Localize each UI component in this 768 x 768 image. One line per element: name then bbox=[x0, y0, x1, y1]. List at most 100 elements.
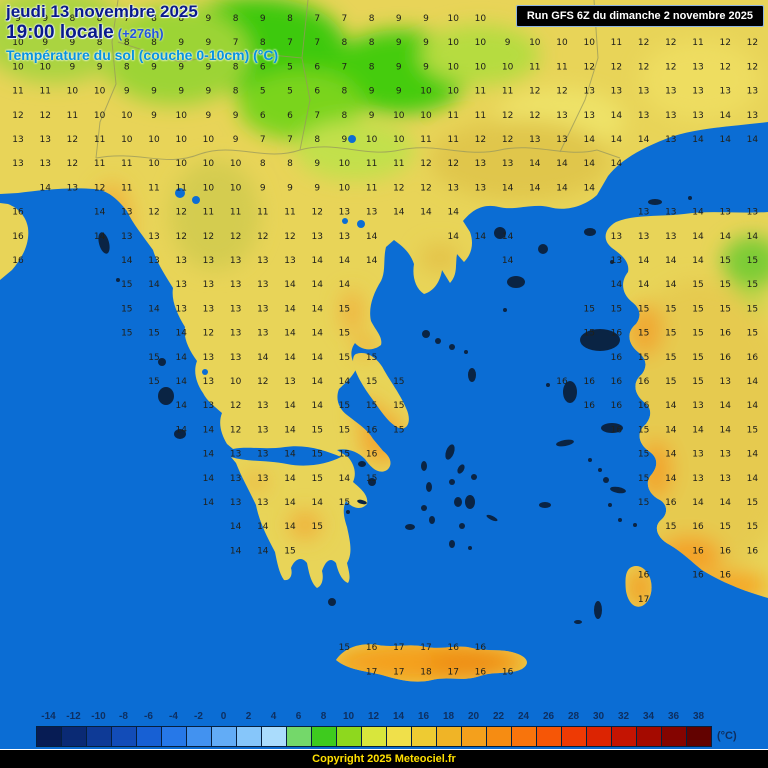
temp-value: 11 bbox=[121, 159, 132, 169]
temp-value: 10 bbox=[583, 38, 595, 48]
temp-value: 13 bbox=[257, 450, 268, 460]
scale-cell bbox=[237, 727, 262, 746]
temp-value: 5 bbox=[260, 87, 266, 97]
scale-cell bbox=[262, 727, 287, 746]
temp-value: 16 bbox=[475, 643, 487, 653]
temp-value: 9 bbox=[206, 14, 212, 24]
temp-value: 6 bbox=[314, 62, 320, 72]
temp-value: 10 bbox=[12, 62, 24, 72]
temp-value: 12 bbox=[67, 135, 78, 145]
temp-value: 10 bbox=[203, 183, 215, 193]
temperature-shading bbox=[0, 0, 768, 682]
temp-value: 15 bbox=[611, 304, 622, 314]
temp-value: 9 bbox=[396, 14, 402, 24]
temp-value: 16 bbox=[638, 401, 650, 411]
temp-value: 9 bbox=[206, 87, 212, 97]
temp-value: 14 bbox=[583, 183, 595, 193]
scale-tick-label: -2 bbox=[194, 711, 203, 722]
temp-value: 16 bbox=[611, 329, 623, 339]
temp-value: 13 bbox=[692, 111, 703, 121]
scale-tick-label: -8 bbox=[119, 711, 128, 722]
temp-value: 13 bbox=[203, 353, 214, 363]
temp-value: 14 bbox=[203, 474, 215, 484]
temp-value: 14 bbox=[175, 353, 187, 363]
temp-value: 15 bbox=[665, 377, 676, 387]
temp-value: 10 bbox=[447, 14, 459, 24]
temp-value: 17 bbox=[393, 643, 404, 653]
temp-value: 9 bbox=[206, 111, 212, 121]
temp-value: 16 bbox=[638, 377, 650, 387]
temp-value: 15 bbox=[638, 474, 649, 484]
temp-value: 13 bbox=[311, 232, 322, 242]
temp-value: 8 bbox=[369, 38, 375, 48]
scale-tick-label: 30 bbox=[592, 711, 605, 722]
temp-value: 11 bbox=[284, 208, 295, 218]
temp-value: 14 bbox=[366, 232, 378, 242]
temp-value: 11 bbox=[366, 159, 377, 169]
temperature-values: 9 9 8 8 7 8 8 9 8 9 8 7 7 8 9 9 10 10 10 9 9 8 8 8 9 9 7 8 7 7 8 8 9 9 10 1… bbox=[12, 14, 758, 677]
scale-tick-label: -6 bbox=[144, 711, 153, 722]
temp-value: 15 bbox=[747, 425, 758, 435]
temp-value: 14 bbox=[203, 498, 215, 508]
temp-value: 15 bbox=[747, 280, 758, 290]
temp-value: 14 bbox=[719, 232, 731, 242]
temp-value: 14 bbox=[665, 280, 677, 290]
temp-value: 11 bbox=[692, 38, 703, 48]
temp-value: 15 bbox=[393, 401, 404, 411]
temp-value: 10 bbox=[447, 87, 459, 97]
temp-value: 14 bbox=[475, 232, 487, 242]
temp-value: 12 bbox=[665, 38, 676, 48]
temp-value: 12 bbox=[719, 38, 730, 48]
temp-value: 13 bbox=[747, 87, 758, 97]
temp-value: 14 bbox=[638, 280, 650, 290]
temp-value: 13 bbox=[583, 87, 594, 97]
temp-value: 8 bbox=[124, 38, 130, 48]
temp-value: 12 bbox=[447, 159, 458, 169]
temp-value: 8 bbox=[342, 87, 348, 97]
temp-value: 14 bbox=[529, 159, 541, 169]
scale-cell bbox=[387, 727, 412, 746]
temp-value: 14 bbox=[747, 135, 759, 145]
temp-value: 10 bbox=[230, 183, 242, 193]
temp-value: 16 bbox=[611, 377, 623, 387]
temp-value: 15 bbox=[747, 498, 758, 508]
temp-value: 12 bbox=[175, 232, 186, 242]
temp-value: 15 bbox=[339, 353, 350, 363]
temp-value: 14 bbox=[502, 183, 514, 193]
temp-value: 13 bbox=[39, 159, 50, 169]
temp-value: 14 bbox=[339, 377, 351, 387]
temp-value: 15 bbox=[121, 329, 132, 339]
temp-value: 6 bbox=[260, 62, 266, 72]
temp-value: 15 bbox=[393, 377, 404, 387]
temp-value: 14 bbox=[611, 280, 623, 290]
temp-value: 13 bbox=[556, 111, 567, 121]
temp-value: 11 bbox=[148, 183, 159, 193]
temp-value: 10 bbox=[366, 135, 378, 145]
temp-value: 12 bbox=[393, 183, 404, 193]
lakes bbox=[175, 135, 365, 375]
temp-value: 12 bbox=[529, 111, 540, 121]
temp-value: 15 bbox=[121, 280, 132, 290]
temp-value: 15 bbox=[692, 280, 703, 290]
temp-value: 10 bbox=[94, 87, 106, 97]
temp-value: 8 bbox=[314, 135, 320, 145]
temp-value: 6 bbox=[314, 87, 320, 97]
temp-value: 13 bbox=[257, 280, 268, 290]
temp-value: 12 bbox=[12, 111, 23, 121]
temp-value: 13 bbox=[611, 232, 622, 242]
temp-value: 13 bbox=[529, 135, 540, 145]
temp-value: 9 bbox=[151, 87, 157, 97]
temp-value: 9 bbox=[151, 111, 157, 121]
scale-tick-label: 34 bbox=[642, 711, 655, 722]
temp-value: 9 bbox=[233, 135, 239, 145]
temp-value: 16 bbox=[692, 571, 704, 581]
country-borders bbox=[95, 0, 621, 160]
temp-value: 14 bbox=[311, 401, 323, 411]
temp-value: 15 bbox=[339, 425, 350, 435]
temp-value: 7 bbox=[314, 14, 320, 24]
temp-value: 13 bbox=[665, 135, 676, 145]
temp-value: 16 bbox=[447, 643, 459, 653]
temp-value: 13 bbox=[611, 256, 622, 266]
temp-value: 12 bbox=[39, 111, 50, 121]
temp-value: 11 bbox=[420, 135, 431, 145]
